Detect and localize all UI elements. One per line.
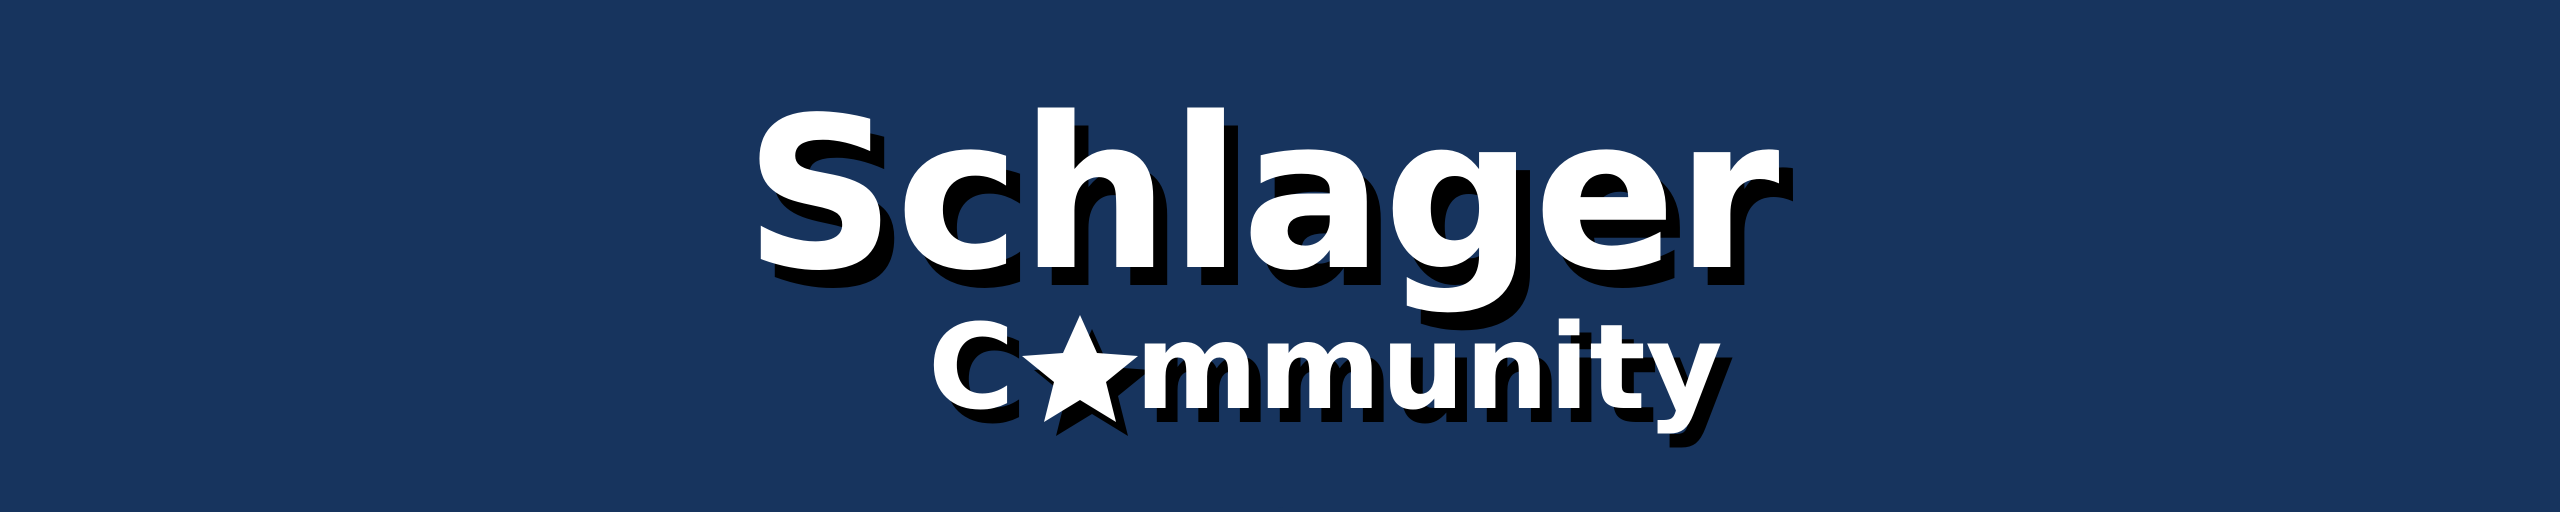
logo-line2-shadow: C mmunity xyxy=(940,312,1735,450)
logo-line2-rest-shadow: mmunity xyxy=(1147,312,1735,450)
logo-line2-rest: mmunity xyxy=(1135,298,1723,436)
logo-line1: Schlager xyxy=(744,72,1779,317)
logo-line2-c-shadow: C xyxy=(940,312,1027,450)
star-icon xyxy=(1022,315,1138,422)
logo-line2-full: Community xyxy=(1277,506,1284,509)
logo-line1-shadow: Schlager xyxy=(758,90,1793,335)
logo-line2-c: C xyxy=(928,298,1015,436)
logo-line2: C mmunity xyxy=(928,298,1723,436)
